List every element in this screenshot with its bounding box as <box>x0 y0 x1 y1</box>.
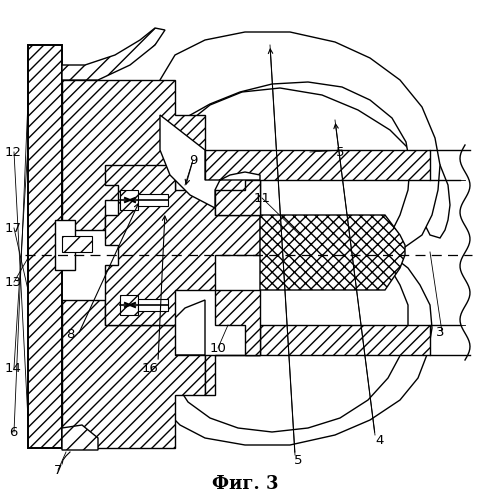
Polygon shape <box>62 80 98 110</box>
Text: 12: 12 <box>4 146 22 158</box>
Text: 9: 9 <box>189 154 197 166</box>
Polygon shape <box>28 45 62 448</box>
Polygon shape <box>205 325 430 395</box>
Text: 4: 4 <box>376 434 384 446</box>
Text: 8: 8 <box>66 328 74 342</box>
Text: 6: 6 <box>9 426 17 438</box>
Text: 3: 3 <box>436 326 444 338</box>
Polygon shape <box>62 425 98 450</box>
Polygon shape <box>160 32 440 250</box>
Polygon shape <box>105 165 260 325</box>
Polygon shape <box>260 215 405 290</box>
Polygon shape <box>62 28 165 80</box>
Bar <box>62 236 92 252</box>
Polygon shape <box>205 150 430 215</box>
Polygon shape <box>160 65 450 238</box>
Text: 10: 10 <box>210 342 226 354</box>
Polygon shape <box>160 258 432 445</box>
Polygon shape <box>160 115 260 208</box>
Text: 17: 17 <box>4 222 22 234</box>
Polygon shape <box>62 80 205 230</box>
Polygon shape <box>215 180 260 215</box>
Bar <box>120 295 138 315</box>
Polygon shape <box>215 290 260 355</box>
Bar <box>120 190 138 210</box>
Text: 5: 5 <box>336 146 344 158</box>
Text: Фиг. 3: Фиг. 3 <box>212 475 278 493</box>
Text: 7: 7 <box>54 464 62 476</box>
Text: 11: 11 <box>253 192 270 204</box>
Text: 16: 16 <box>142 362 158 374</box>
Bar <box>138 194 168 206</box>
Text: 13: 13 <box>4 276 22 288</box>
Bar <box>55 220 75 270</box>
Text: 14: 14 <box>4 362 22 374</box>
Bar <box>138 299 168 311</box>
Polygon shape <box>62 300 205 448</box>
Text: 5: 5 <box>294 454 302 466</box>
